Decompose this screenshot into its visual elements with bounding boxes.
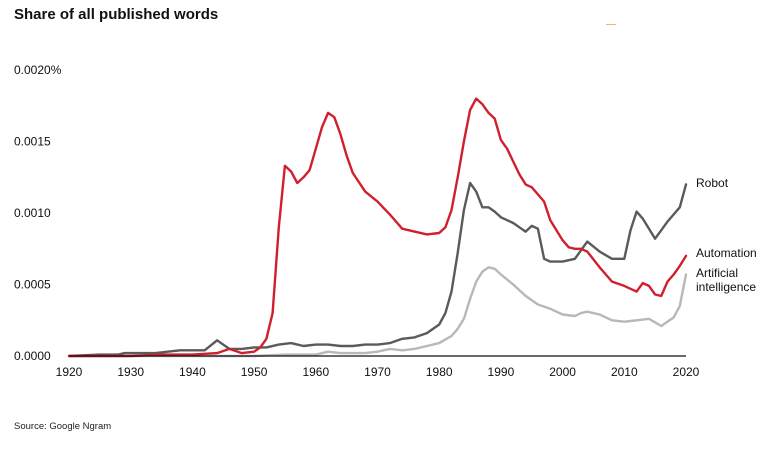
y-tick-label: 0.0020%: [14, 63, 62, 77]
series-line-robot: [67, 181, 688, 358]
y-tick-label: 0.0015: [14, 135, 51, 149]
x-tick-label: 2020: [673, 365, 700, 379]
series-label: Robot: [696, 176, 729, 190]
series-lines: [67, 97, 688, 358]
series-label: Artificial: [696, 266, 738, 280]
x-tick-label: 2010: [611, 365, 638, 379]
x-axis-ticks: 1920 1930 1940 1950 1960 1970 1980 1990 2000 2010…: [56, 365, 700, 379]
x-tick-label: 1990: [488, 365, 515, 379]
x-tick-label: 1920: [56, 365, 83, 379]
series-label: Automation: [696, 246, 757, 260]
x-tick-label: 1950: [241, 365, 268, 379]
series-label: intelligence: [696, 280, 756, 294]
x-tick-label: 1940: [179, 365, 206, 379]
y-tick-label: 0.0005: [14, 278, 51, 292]
accent-mark: [606, 24, 616, 25]
series-line-artificial-intelligence: [67, 266, 688, 358]
source-note: Source: Google Ngram: [14, 421, 112, 432]
x-tick-label: 1970: [364, 365, 391, 379]
chart-title: Share of all published words: [14, 6, 219, 23]
y-tick-label: 0.0000: [14, 349, 51, 363]
x-tick-label: 1980: [426, 365, 453, 379]
x-tick-label: 1930: [117, 365, 144, 379]
y-axis-ticks: 0.0000 0.0005 0.0010 0.0015 0.0020%: [14, 63, 62, 363]
y-tick-label: 0.0010: [14, 206, 51, 220]
x-tick-label: 1960: [302, 365, 329, 379]
x-tick-label: 2000: [549, 365, 576, 379]
series-line-automation: [67, 97, 688, 358]
